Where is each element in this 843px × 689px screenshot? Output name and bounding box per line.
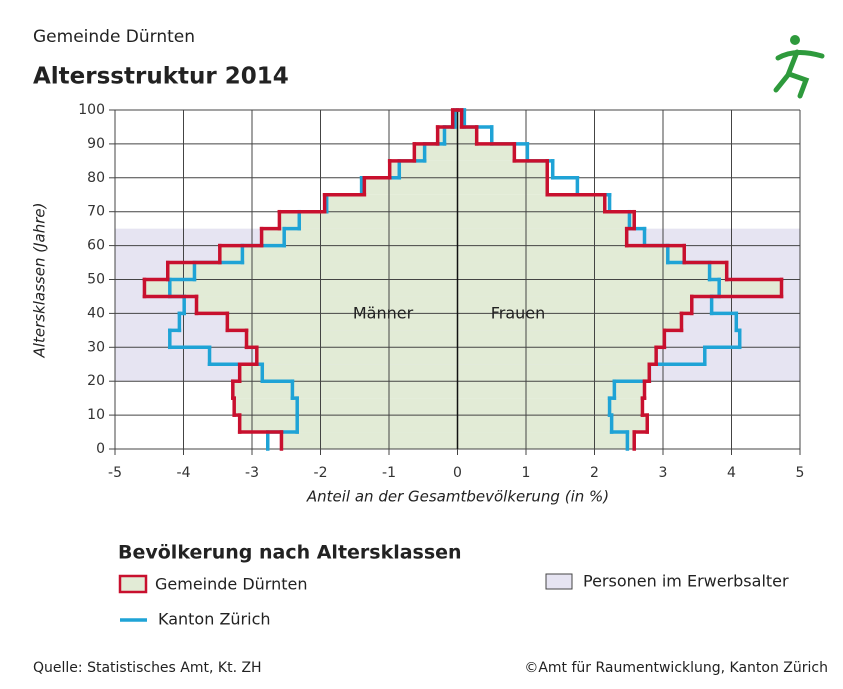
x-tick-label: 3 — [659, 465, 668, 481]
x-tick-label: -5 — [108, 465, 122, 481]
population-fill — [144, 279, 782, 297]
population-fill — [239, 364, 650, 382]
y-tick-label: 10 — [87, 407, 105, 423]
logo — [773, 35, 825, 99]
x-tick-label: -2 — [314, 465, 328, 481]
y-tick-label: 40 — [87, 305, 105, 321]
population-fill — [227, 313, 682, 331]
x-tick-label: -1 — [382, 465, 396, 481]
population-fill — [261, 228, 627, 246]
x-axis-label: Anteil an der Gesamtbevölkerung (in %) — [306, 488, 609, 506]
y-tick-label: 20 — [87, 373, 105, 389]
credit: ©Amt für Raumentwicklung, Kanton Zürich — [524, 660, 828, 676]
left-label: Männer — [353, 304, 414, 323]
population-fill — [232, 381, 645, 399]
right-label: Frauen — [491, 304, 546, 323]
x-tick-label: 0 — [453, 465, 462, 481]
x-tick-label: 1 — [522, 465, 531, 481]
population-fill — [324, 194, 605, 212]
legend-swatch — [118, 574, 148, 594]
population-fill — [219, 245, 685, 263]
source: Quelle: Statistisches Amt, Kt. ZH — [33, 660, 262, 676]
population-fill — [414, 143, 515, 161]
chart-title: Altersstruktur 2014 — [33, 64, 289, 90]
x-tick-label: 4 — [727, 465, 736, 481]
y-tick-label: 60 — [87, 238, 105, 254]
population-fill — [239, 415, 648, 433]
y-tick-label: 30 — [87, 339, 105, 355]
population-fill — [196, 296, 692, 314]
population-fill — [389, 160, 548, 178]
legend-label: Personen im Erwerbsalter — [583, 572, 789, 591]
y-tick-label: 0 — [96, 441, 105, 457]
x-tick-label: -3 — [245, 465, 259, 481]
population-fill — [167, 262, 727, 280]
chart-subtitle: Gemeinde Dürnten — [33, 27, 195, 47]
y-axis-label: Altersklassen (Jahre) — [31, 203, 49, 359]
x-tick-label: -4 — [177, 465, 191, 481]
y-tick-label: 100 — [78, 102, 105, 118]
y-tick-label: 70 — [87, 204, 105, 220]
population-fill — [256, 347, 657, 365]
y-tick-label: 80 — [87, 170, 105, 186]
population-fill — [246, 330, 665, 348]
legend-label: Gemeinde Dürnten — [155, 575, 308, 594]
y-tick-label: 50 — [87, 272, 105, 288]
legend-title: Bevölkerung nach Altersklassen — [118, 542, 462, 564]
y-tick-label: 90 — [87, 136, 105, 152]
x-tick-label: 5 — [796, 465, 805, 481]
legend-swatch — [545, 573, 573, 590]
population-fill — [234, 398, 643, 416]
population-fill — [364, 177, 548, 195]
legend-label: Kanton Zürich — [158, 610, 271, 629]
x-tick-label: 2 — [590, 465, 599, 481]
